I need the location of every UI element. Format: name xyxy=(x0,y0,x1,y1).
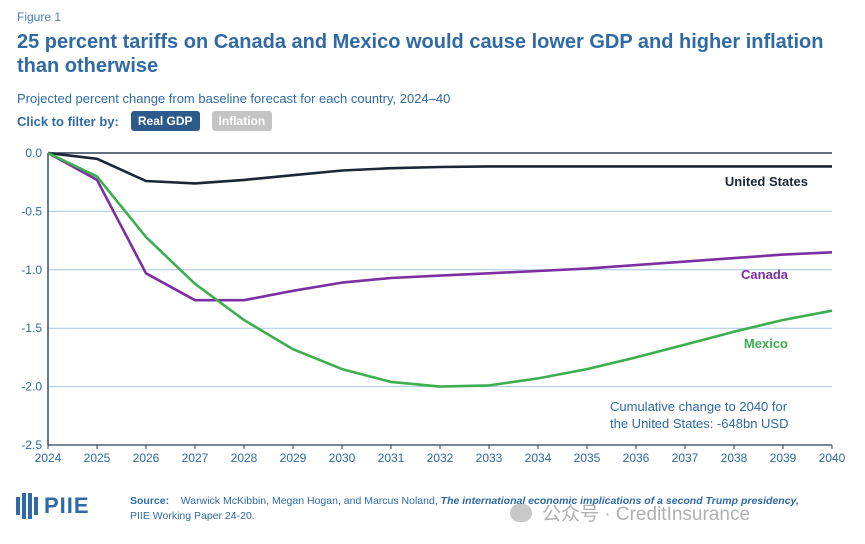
watermark: 公众号 · CreditInsurance xyxy=(510,499,750,526)
x-tick-label: 2034 xyxy=(525,451,552,465)
x-tick-label: 2040 xyxy=(819,451,846,465)
logo-text: PIIE xyxy=(44,493,90,518)
series-label-united-states: United States xyxy=(725,174,808,189)
filter-real-gdp-button[interactable]: Real GDP xyxy=(130,111,200,131)
series-label-canada: Canada xyxy=(741,267,789,282)
source-note: Source: Warwick McKibbin, Megan Hogan, a… xyxy=(130,494,810,524)
y-tick-label: -1.0 xyxy=(21,263,42,277)
series-labels: United States Canada Mexico xyxy=(725,174,808,351)
filter-inflation-button[interactable]: Inflation xyxy=(211,111,273,131)
x-tick-label: 2037 xyxy=(672,451,699,465)
x-tick-label: 2024 xyxy=(35,451,62,465)
annotation-line-2: the United States: -648bn USD xyxy=(610,416,789,431)
series-line-united-states[interactable] xyxy=(47,151,832,185)
chart-subtitle: Projected percent change from baseline f… xyxy=(17,91,451,106)
y-tick-labels: 0.0 -0.5 -1.0 -1.5 -2.0 -2.5 xyxy=(21,146,42,452)
source-title: The international economic implications … xyxy=(440,495,799,507)
source-suffix: PIIE Working Paper 24-20. xyxy=(130,510,255,522)
x-tick-labels: 2024 2025 2026 2027 2028 2029 2030 2031 2032 2033… xyxy=(35,445,846,465)
x-tick-label: 2031 xyxy=(378,451,405,465)
wechat-icon xyxy=(510,503,532,522)
series-lines xyxy=(47,151,833,388)
piie-logo: PIIE xyxy=(16,493,90,519)
piie-logo-icon xyxy=(16,493,38,519)
x-tick-label: 2039 xyxy=(770,451,797,465)
x-tick-label: 2025 xyxy=(84,451,111,465)
watermark-text: 公众号 · CreditInsurance xyxy=(542,504,751,525)
annotation-line-1: Cumulative change to 2040 for xyxy=(610,399,788,414)
y-tick-label: 0.0 xyxy=(25,146,42,160)
series-line-canada[interactable] xyxy=(47,151,833,302)
x-tick-label: 2029 xyxy=(280,451,307,465)
y-tick-label: -2.5 xyxy=(21,438,42,452)
line-chart: 0.0 -0.5 -1.0 -1.5 -2.0 -2.5 2024 2025 2026 2027… xyxy=(21,146,846,465)
source-authors: Warwick McKibbin, Megan Hogan, and Marcu… xyxy=(180,495,438,507)
y-tick-label: -0.5 xyxy=(21,204,42,218)
x-tick-label: 2026 xyxy=(133,451,160,465)
chart-title: 25 percent tariffs on Canada and Mexico … xyxy=(17,31,824,77)
series-line-mexico[interactable] xyxy=(47,151,833,388)
x-tick-label: 2032 xyxy=(427,451,454,465)
x-tick-label: 2036 xyxy=(623,451,650,465)
x-tick-label: 2027 xyxy=(182,451,209,465)
filter-label: Click to filter by: xyxy=(17,113,119,129)
x-tick-label: 2033 xyxy=(476,451,503,465)
series-label-mexico: Mexico xyxy=(744,336,788,351)
x-tick-label: 2035 xyxy=(574,451,601,465)
y-tick-label: -2.0 xyxy=(21,380,42,394)
x-tick-label: 2030 xyxy=(329,451,356,465)
y-tick-label: -1.5 xyxy=(21,321,42,335)
source-label: Source: xyxy=(130,495,170,507)
figure-label: Figure 1 xyxy=(17,10,62,24)
filter-row: Click to filter by: Real GDP Inflation xyxy=(17,110,284,132)
footer: PIIE Source: Warwick McKibbin, Megan Hog… xyxy=(0,485,865,544)
x-tick-label: 2028 xyxy=(231,451,258,465)
x-tick-label: 2038 xyxy=(721,451,748,465)
